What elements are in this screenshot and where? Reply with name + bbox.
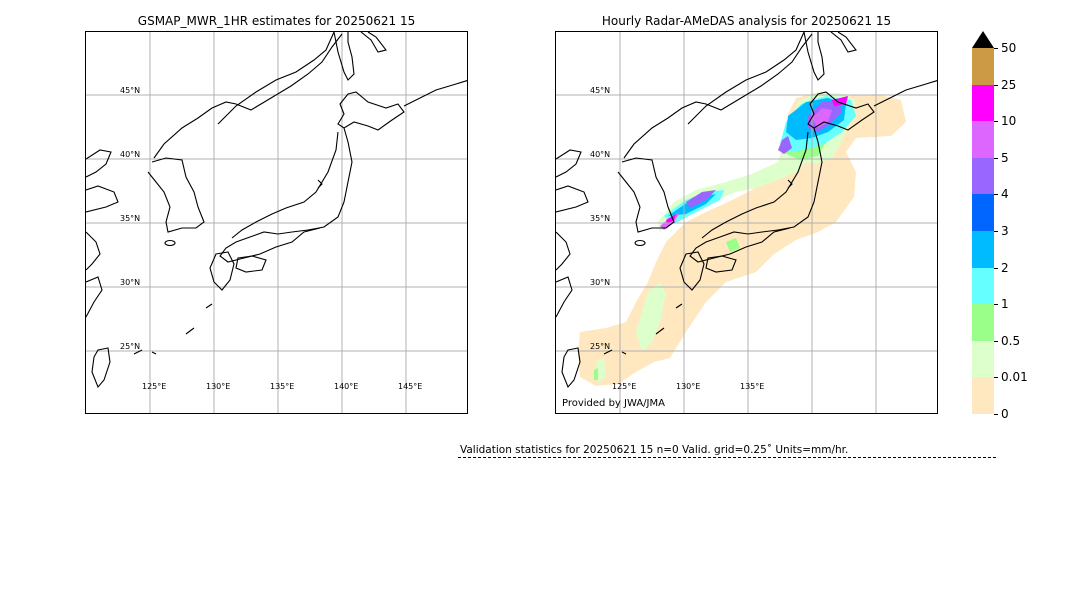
colorbar-tick (994, 48, 998, 49)
colorbar-label: 50 (1001, 41, 1017, 55)
colorbar-tick (994, 340, 998, 342)
colorbar-segment (972, 121, 994, 158)
validation-divider (458, 457, 996, 458)
left-map-title: GSMAP_MWR_1HR estimates for 20250621 15 (137, 14, 416, 28)
colorbar-tick (994, 414, 998, 415)
colorbar-segment (972, 231, 994, 268)
lon-label: 135°E (270, 382, 295, 391)
right-map-graphics (556, 32, 937, 413)
colorbar-segment (972, 194, 994, 231)
colorbar-extend-arrow-icon (972, 31, 994, 48)
lon-label: 125°E (142, 382, 167, 391)
colorbar-tick (994, 304, 998, 306)
lat-label: 25°N (590, 342, 611, 351)
colorbar-segment (972, 377, 994, 414)
lat-label: 45°N (120, 86, 141, 95)
colorbar-segment (972, 304, 994, 341)
lat-label: 40°N (590, 150, 611, 159)
colorbar-tick (994, 377, 998, 379)
lon-label: 140°E (334, 382, 359, 391)
colorbar-label: 0.01 (1001, 370, 1028, 385)
validation-statistics: Validation statistics for 20250621 15 n=… (460, 444, 849, 456)
colorbar-label: 1 (1001, 297, 1009, 312)
lon-label: 130°E (206, 382, 231, 391)
lat-label: 45°N (590, 86, 611, 95)
right-map: 45°N 40°N 35°N 30°N 25°N 125°E 130°E 135… (555, 31, 938, 414)
lat-label: 30°N (590, 278, 611, 287)
lon-label: 135°E (740, 382, 765, 391)
left-map: 45°N 40°N 35°N 30°N 25°N 125°E 130°E 135… (85, 31, 468, 414)
colorbar-tick (994, 157, 998, 159)
colorbar-tick (994, 121, 998, 123)
colorbar-label: 25 (1001, 77, 1017, 92)
left-map-graphics (86, 32, 467, 413)
precip-field (578, 92, 906, 386)
lat-label: 25°N (120, 342, 141, 351)
colorbar: 50 25 10 5 4 3 2 1 0.5 0.01 0 (972, 31, 1028, 420)
colorbar-label: 3 (1001, 224, 1009, 238)
data-credit: Provided by JWA/JMA (562, 398, 665, 409)
colorbar-segment (972, 340, 994, 378)
colorbar-label: 0.5 (1001, 333, 1021, 348)
lon-label: 130°E (676, 382, 701, 391)
lat-label: 40°N (120, 150, 141, 159)
colorbar-label: 5 (1001, 150, 1009, 165)
colorbar-segment (972, 267, 994, 305)
colorbar-label: 4 (1001, 187, 1009, 202)
colorbar-segments (972, 48, 994, 414)
colorbar-segment (972, 157, 994, 195)
colorbar-tick (994, 231, 998, 232)
right-map-title: Hourly Radar-AMeDAS analysis for 2025062… (601, 14, 892, 28)
colorbar-tick (994, 267, 998, 269)
lat-label: 35°N (120, 214, 141, 223)
colorbar-label: 10 (1001, 114, 1017, 129)
lat-label: 30°N (120, 278, 141, 287)
lon-label: 145°E (398, 382, 423, 391)
colorbar-label: 2 (1001, 260, 1009, 275)
lon-label: 125°E (612, 382, 637, 391)
colorbar-tick (994, 194, 998, 196)
colorbar-tick (994, 84, 998, 86)
colorbar-segment (972, 84, 994, 122)
lat-label: 35°N (590, 214, 611, 223)
colorbar-segment (972, 48, 994, 85)
colorbar-label: 0 (1001, 407, 1009, 421)
